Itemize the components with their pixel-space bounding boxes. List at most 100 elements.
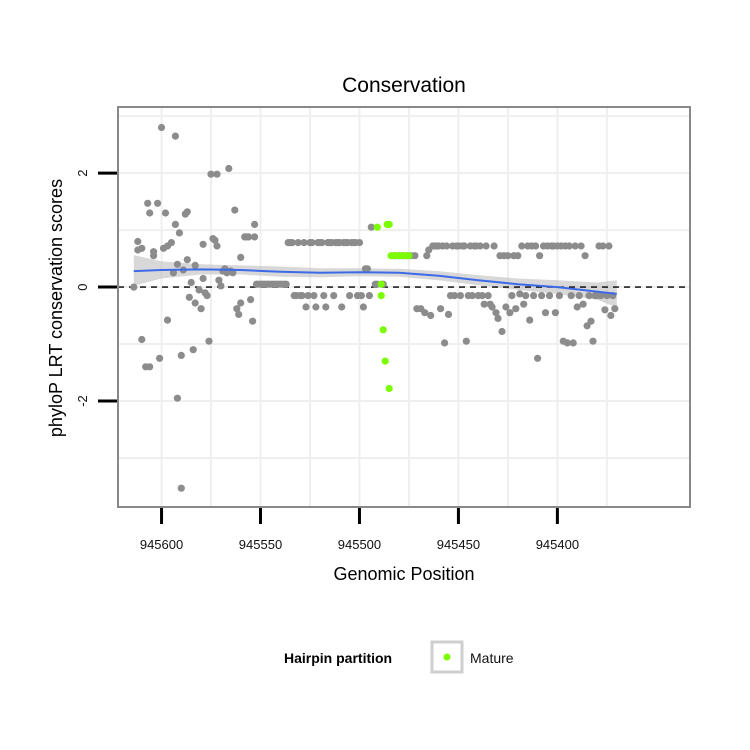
data-point: [247, 296, 255, 304]
data-point: [134, 237, 142, 246]
data-point: [138, 335, 146, 344]
data-point: [512, 305, 520, 313]
data-point: [460, 242, 468, 250]
data-point: [367, 223, 375, 231]
data-point: [150, 252, 158, 260]
y-axis: 2 0 -2: [75, 169, 117, 407]
data-point: [146, 209, 154, 217]
data-point: [191, 261, 199, 269]
y-tick-label: 0: [75, 283, 90, 290]
data-point: [573, 303, 581, 311]
data-point: [357, 292, 365, 300]
data-point-mature: [405, 252, 413, 260]
data-point: [191, 299, 199, 307]
y-axis-title: phyloP LRT conservation scores: [46, 179, 66, 437]
data-point-mature: [373, 223, 381, 231]
data-point: [478, 292, 486, 300]
data-point: [203, 292, 211, 300]
data-point: [520, 300, 528, 308]
data-point: [245, 233, 253, 241]
data-point-mature: [377, 280, 385, 288]
data-point: [346, 292, 354, 300]
data-point: [359, 303, 367, 311]
data-point: [237, 253, 245, 261]
data-point: [530, 292, 538, 300]
data-point: [207, 170, 215, 178]
data-point: [532, 242, 540, 250]
data-point: [585, 292, 593, 300]
x-axis: 945600 945550 945500 945450 945400: [140, 508, 579, 552]
data-point: [565, 242, 573, 250]
data-point: [441, 339, 449, 347]
data-point: [237, 299, 245, 307]
data-point: [146, 363, 154, 371]
data-point: [534, 354, 542, 362]
data-point-mature: [385, 220, 393, 228]
data-point: [171, 220, 179, 228]
data-point: [601, 306, 609, 314]
data-point: [456, 292, 464, 300]
smooth-ribbon-layer: [133, 255, 617, 308]
data-point: [229, 269, 237, 277]
data-point: [480, 300, 488, 308]
data-point: [167, 239, 175, 247]
data-point: [231, 206, 239, 214]
data-point: [199, 240, 207, 248]
data-point: [183, 208, 191, 216]
data-point: [363, 265, 371, 273]
data-point: [154, 199, 162, 207]
data-point: [318, 239, 326, 247]
data-point: [488, 303, 496, 311]
data-point: [502, 303, 510, 311]
data-point: [611, 305, 619, 313]
data-point: [577, 242, 585, 250]
data-point: [177, 484, 185, 492]
data-point: [498, 327, 506, 336]
data-point: [251, 220, 259, 228]
data-point: [587, 317, 595, 325]
data-point: [249, 317, 257, 325]
data-point: [294, 239, 302, 247]
x-tick-label: 945450: [437, 537, 480, 552]
data-point: [298, 292, 306, 300]
data-point: [522, 292, 530, 300]
legend-label-mature: Mature: [470, 650, 514, 666]
data-point-mature: [379, 326, 387, 334]
data-point: [589, 337, 597, 345]
data-point: [338, 303, 346, 311]
data-point: [555, 292, 564, 300]
data-point: [597, 292, 605, 300]
x-tick-label: 945500: [338, 537, 381, 552]
data-point: [563, 339, 571, 347]
data-point-mature: [381, 357, 389, 365]
data-point: [199, 274, 207, 283]
data-point: [575, 292, 583, 300]
data-point: [545, 292, 554, 300]
legend-title: Hairpin partition: [284, 650, 392, 666]
data-point: [484, 292, 492, 300]
x-tick-label: 945550: [239, 537, 282, 552]
data-point: [302, 303, 310, 311]
data-point: [304, 292, 312, 300]
data-point: [175, 229, 183, 237]
data-point: [421, 309, 429, 317]
data-point: [605, 242, 613, 250]
data-point: [138, 244, 146, 252]
panel-border: [117, 106, 691, 508]
data-point: [217, 282, 225, 290]
data-point: [476, 242, 484, 250]
data-point: [569, 339, 577, 347]
panel-frame-layer: [117, 106, 691, 508]
y-tick-label: -2: [75, 395, 90, 407]
data-point: [526, 316, 534, 324]
data-point: [213, 170, 221, 178]
data-point: [427, 311, 435, 320]
data-point: [235, 310, 243, 318]
data-point: [189, 346, 197, 354]
smooth-line: [133, 268, 617, 295]
data-point: [538, 292, 546, 300]
smooth-line-layer: [133, 268, 617, 295]
data-point: [536, 252, 544, 260]
data-point: [251, 233, 259, 241]
